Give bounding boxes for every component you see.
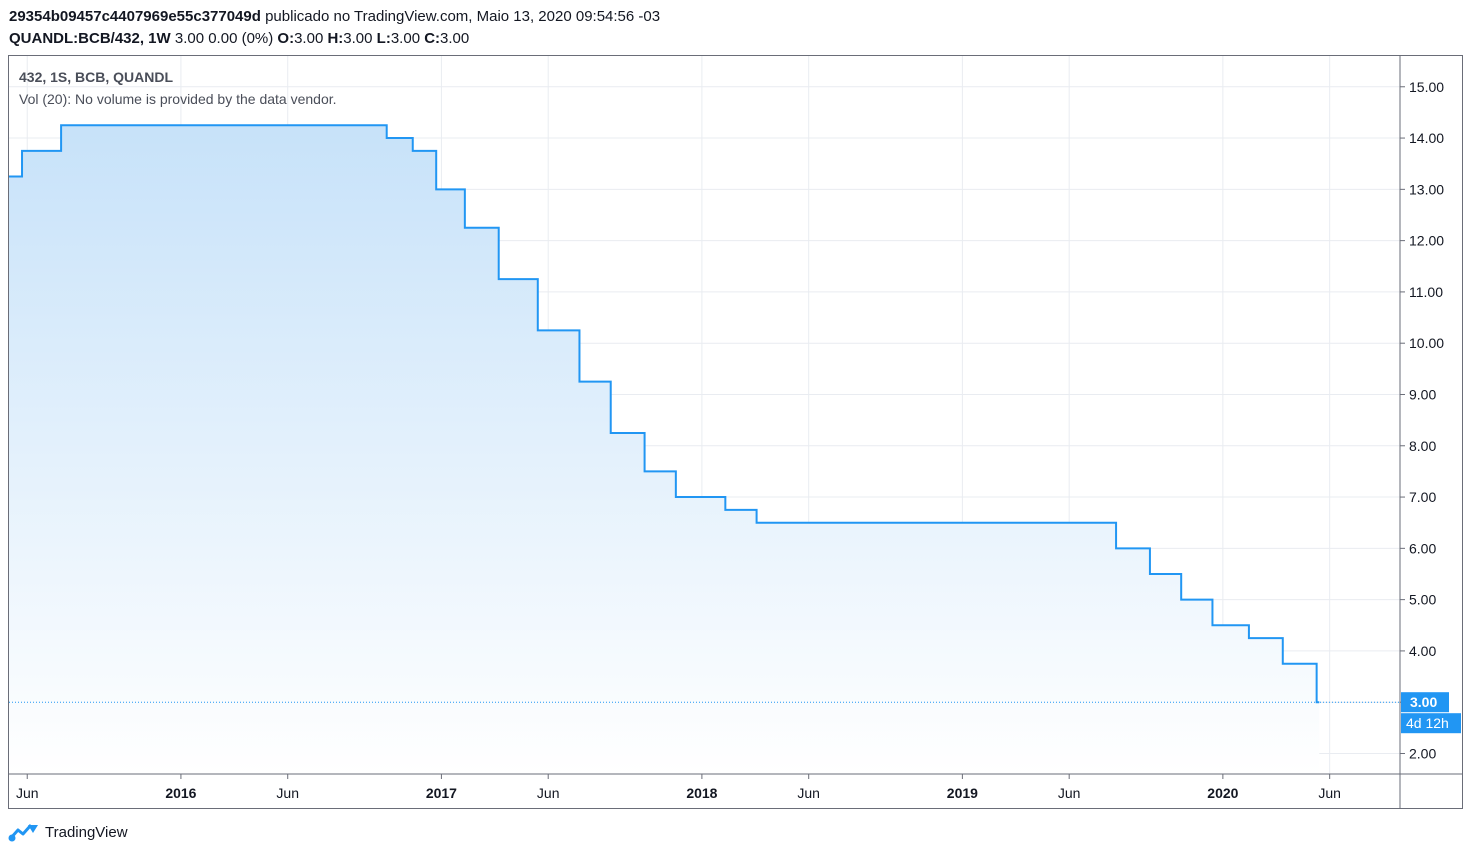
tradingview-logo[interactable]: TradingView (8, 821, 128, 843)
price-tick-label: 2.00 (1409, 745, 1436, 761)
price-tick-label: 7.00 (1409, 489, 1436, 505)
series-area-fill (9, 125, 1320, 774)
price-tick-label: 6.00 (1409, 540, 1436, 556)
time-tick-label: Jun (537, 785, 560, 801)
time-tick-label: 2020 (1207, 785, 1238, 801)
price-tick-label: 11.00 (1409, 284, 1443, 300)
time-tick-label: Jun (1058, 785, 1081, 801)
price-tick-label: 14.00 (1409, 130, 1444, 146)
last-price-labels: 3.00 4d 12h (9, 692, 1461, 734)
time-tick-label: Jun (797, 785, 820, 801)
low-label: L: (376, 30, 391, 47)
tradingview-logo-text: TradingView (45, 823, 128, 841)
time-tick-label: 2018 (686, 785, 717, 801)
countdown-label-bg (1401, 713, 1461, 734)
time-tick-label: 2016 (165, 785, 196, 801)
symbol-label: QUANDL:BCB/432, 1W (9, 30, 171, 47)
tradingview-logo-icon (8, 824, 38, 842)
price-axis: 2.00 3.00 4.00 5.00 6.00 7.00 8.00 9.00 10.00 11.… (1400, 79, 1444, 761)
series-line (9, 124, 1320, 704)
series-legend[interactable]: 432, 1S, BCB, QUANDL (19, 69, 174, 85)
countdown-label: 4d 12h (1406, 715, 1449, 731)
price-tick-label: 5.00 (1409, 592, 1436, 608)
close-value: 3.00 (440, 30, 470, 47)
ohlc-info: QUANDL:BCB/432, 1W 3.00 0.00 (0%) O:3.00… (9, 28, 660, 50)
price-tick-label: 12.00 (1409, 233, 1444, 249)
price-tick-label: 9.00 (1409, 386, 1436, 402)
volume-legend[interactable]: Vol (20): No volume is provided by the d… (19, 91, 337, 107)
quote-value: 3.00 0.00 (0%) (170, 30, 278, 47)
time-tick-label: Jun (276, 785, 299, 801)
price-tick-label: 13.00 (1409, 181, 1444, 197)
low-value: 3.00 (390, 30, 425, 47)
chart-id: 29354b09457c4407969e55c377049d (9, 8, 261, 25)
high-value: 3.00 (343, 30, 377, 47)
price-tick-label: 10.00 (1409, 335, 1444, 351)
time-tick-label: Jun (1318, 785, 1341, 801)
open-label: O: (277, 30, 295, 47)
chart-frame (8, 55, 1463, 809)
series-layer (9, 124, 1320, 774)
published-text: publicado no TradingView.com, Maio 13, 2… (260, 8, 661, 25)
price-tick-label: 8.00 (1409, 438, 1436, 454)
time-axis: Jun 2016 Jun 2017 Jun 2018 Jun 2019 Jun 2020 Jun (16, 774, 1341, 801)
close-label: C: (424, 30, 441, 47)
price-tick-label: 15.00 (1409, 79, 1444, 95)
chart-legend: 432, 1S, BCB, QUANDL Vol (20): No volume… (19, 66, 337, 110)
time-tick-label: Jun (16, 785, 39, 801)
high-label: H: (327, 30, 344, 47)
last-price-label: 3.00 (1410, 694, 1437, 710)
publish-info: 29354b09457c4407969e55c377049d publicado… (9, 6, 660, 28)
time-tick-label: 2019 (947, 785, 978, 801)
price-tick-label: 4.00 (1409, 643, 1436, 659)
chart-header: 29354b09457c4407969e55c377049d publicado… (9, 6, 660, 50)
open-value: 3.00 (294, 30, 328, 47)
time-tick-label: 2017 (426, 785, 457, 801)
last-price-label-bg (1401, 692, 1449, 713)
